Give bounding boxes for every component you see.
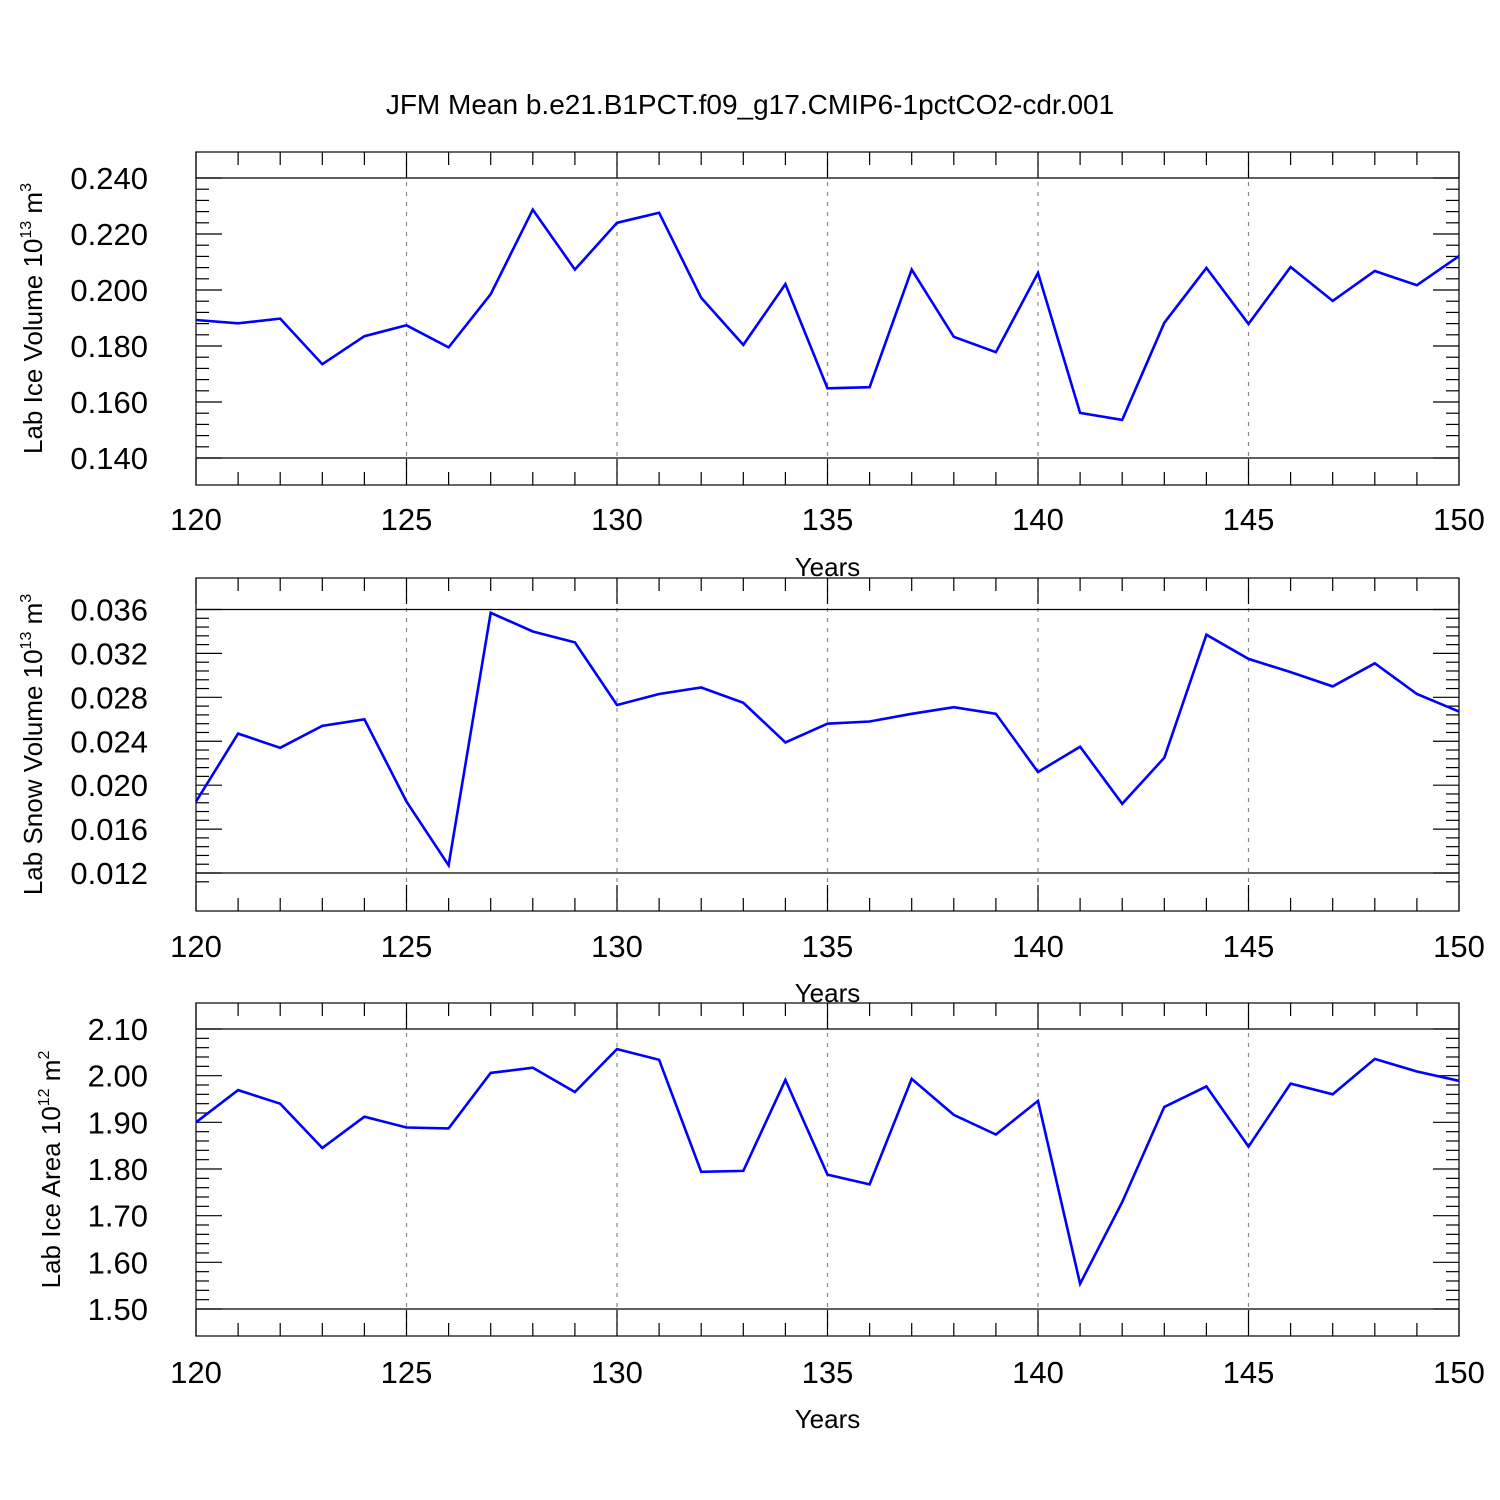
x-tick-label: 150 — [1433, 929, 1485, 964]
x-tick-label: 130 — [591, 502, 643, 537]
y-tick-label: 2.00 — [88, 1059, 148, 1094]
x-tick-label: 120 — [170, 1355, 222, 1390]
y-axis-title-base: Lab Snow Volume 10 — [18, 649, 48, 895]
x-tick-label: 140 — [1012, 502, 1064, 537]
series-line — [195, 1047, 1460, 1288]
figure-title: JFM Mean b.e21.B1PCT.f09_g17.CMIP6-1pctC… — [386, 89, 1114, 120]
y-axis-title: Lab Snow Volume 1013 m3 — [18, 594, 48, 895]
y-axis-title: Lab Ice Volume 1013 m3 — [18, 183, 48, 454]
x-tick-label: 145 — [1223, 1355, 1275, 1390]
x-tick-label: 135 — [802, 929, 854, 964]
y-tick-label: 2.10 — [88, 1012, 148, 1047]
y-tick-label: 1.80 — [88, 1152, 148, 1187]
y-tick-label: 1.70 — [88, 1199, 148, 1234]
y-axis-title-exponent: 12 — [36, 1088, 53, 1106]
y-axis-title-exponent: 13 — [18, 632, 35, 650]
y-tick-label: 0.140 — [70, 441, 148, 476]
y-axis-title-unit-exponent: 2 — [36, 1051, 53, 1060]
y-tick-label: 1.50 — [88, 1292, 148, 1327]
panel-2: 0.012 0.016 0.020 0.024 0.028 0.032 0.036 120 12… — [18, 577, 1485, 1008]
y-tick-label: 0.020 — [70, 768, 148, 803]
y-axis-title-unit-exponent: 3 — [18, 594, 35, 603]
y-tick-label: 0.036 — [70, 592, 148, 627]
series-line — [195, 207, 1460, 422]
y-tick-label: 1.60 — [88, 1245, 148, 1280]
panel-3: 1.50 1.60 1.70 1.80 1.90 2.00 2.10 120 125 130 135… — [36, 1002, 1485, 1434]
y-tick-label: 0.200 — [70, 273, 148, 308]
y-tick-label: 0.016 — [70, 812, 148, 847]
y-tick-label: 0.180 — [70, 329, 148, 364]
y-tick-label: 0.012 — [70, 856, 148, 891]
x-axis-title: Years — [795, 552, 861, 582]
x-tick-label: 145 — [1223, 929, 1275, 964]
y-axis-title-base: Lab Ice Area 10 — [36, 1106, 66, 1288]
x-tick-label: 120 — [170, 929, 222, 964]
y-tick-label: 0.024 — [70, 724, 148, 759]
y-tick-label: 0.160 — [70, 385, 148, 420]
x-tick-label: 125 — [381, 929, 433, 964]
x-tick-label: 145 — [1223, 502, 1275, 537]
y-axis-title-unit: m — [36, 1060, 66, 1089]
y-tick-label: 0.028 — [70, 680, 148, 715]
x-tick-label: 140 — [1012, 1355, 1064, 1390]
x-axis-title: Years — [795, 1404, 861, 1434]
x-tick-label: 130 — [591, 929, 643, 964]
x-tick-label: 150 — [1433, 1355, 1485, 1390]
y-tick-label: 0.032 — [70, 636, 148, 671]
panel-1: 0.140 0.160 0.180 0.200 0.220 0.240 120 125 130 1… — [18, 151, 1485, 582]
y-axis-title-base: Lab Ice Volume 10 — [18, 239, 48, 454]
x-tick-label: 135 — [802, 1355, 854, 1390]
y-axis-title-unit-exponent: 3 — [18, 183, 35, 192]
x-tick-label: 150 — [1433, 502, 1485, 537]
x-tick-label: 140 — [1012, 929, 1064, 964]
y-axis-title-exponent: 13 — [18, 221, 35, 239]
y-tick-label: 0.220 — [70, 217, 148, 252]
series-line — [194, 610, 1460, 869]
x-tick-label: 135 — [802, 502, 854, 537]
x-tick-label: 125 — [381, 502, 433, 537]
x-tick-label: 125 — [381, 1355, 433, 1390]
x-tick-label: 130 — [591, 1355, 643, 1390]
y-tick-label: 1.90 — [88, 1105, 148, 1140]
x-tick-label: 120 — [170, 502, 222, 537]
y-tick-label: 0.240 — [70, 161, 148, 196]
y-axis-title-unit: m — [18, 603, 48, 632]
y-axis-title-unit: m — [18, 192, 48, 221]
y-axis-title: Lab Ice Area 1012 m2 — [36, 1051, 66, 1289]
